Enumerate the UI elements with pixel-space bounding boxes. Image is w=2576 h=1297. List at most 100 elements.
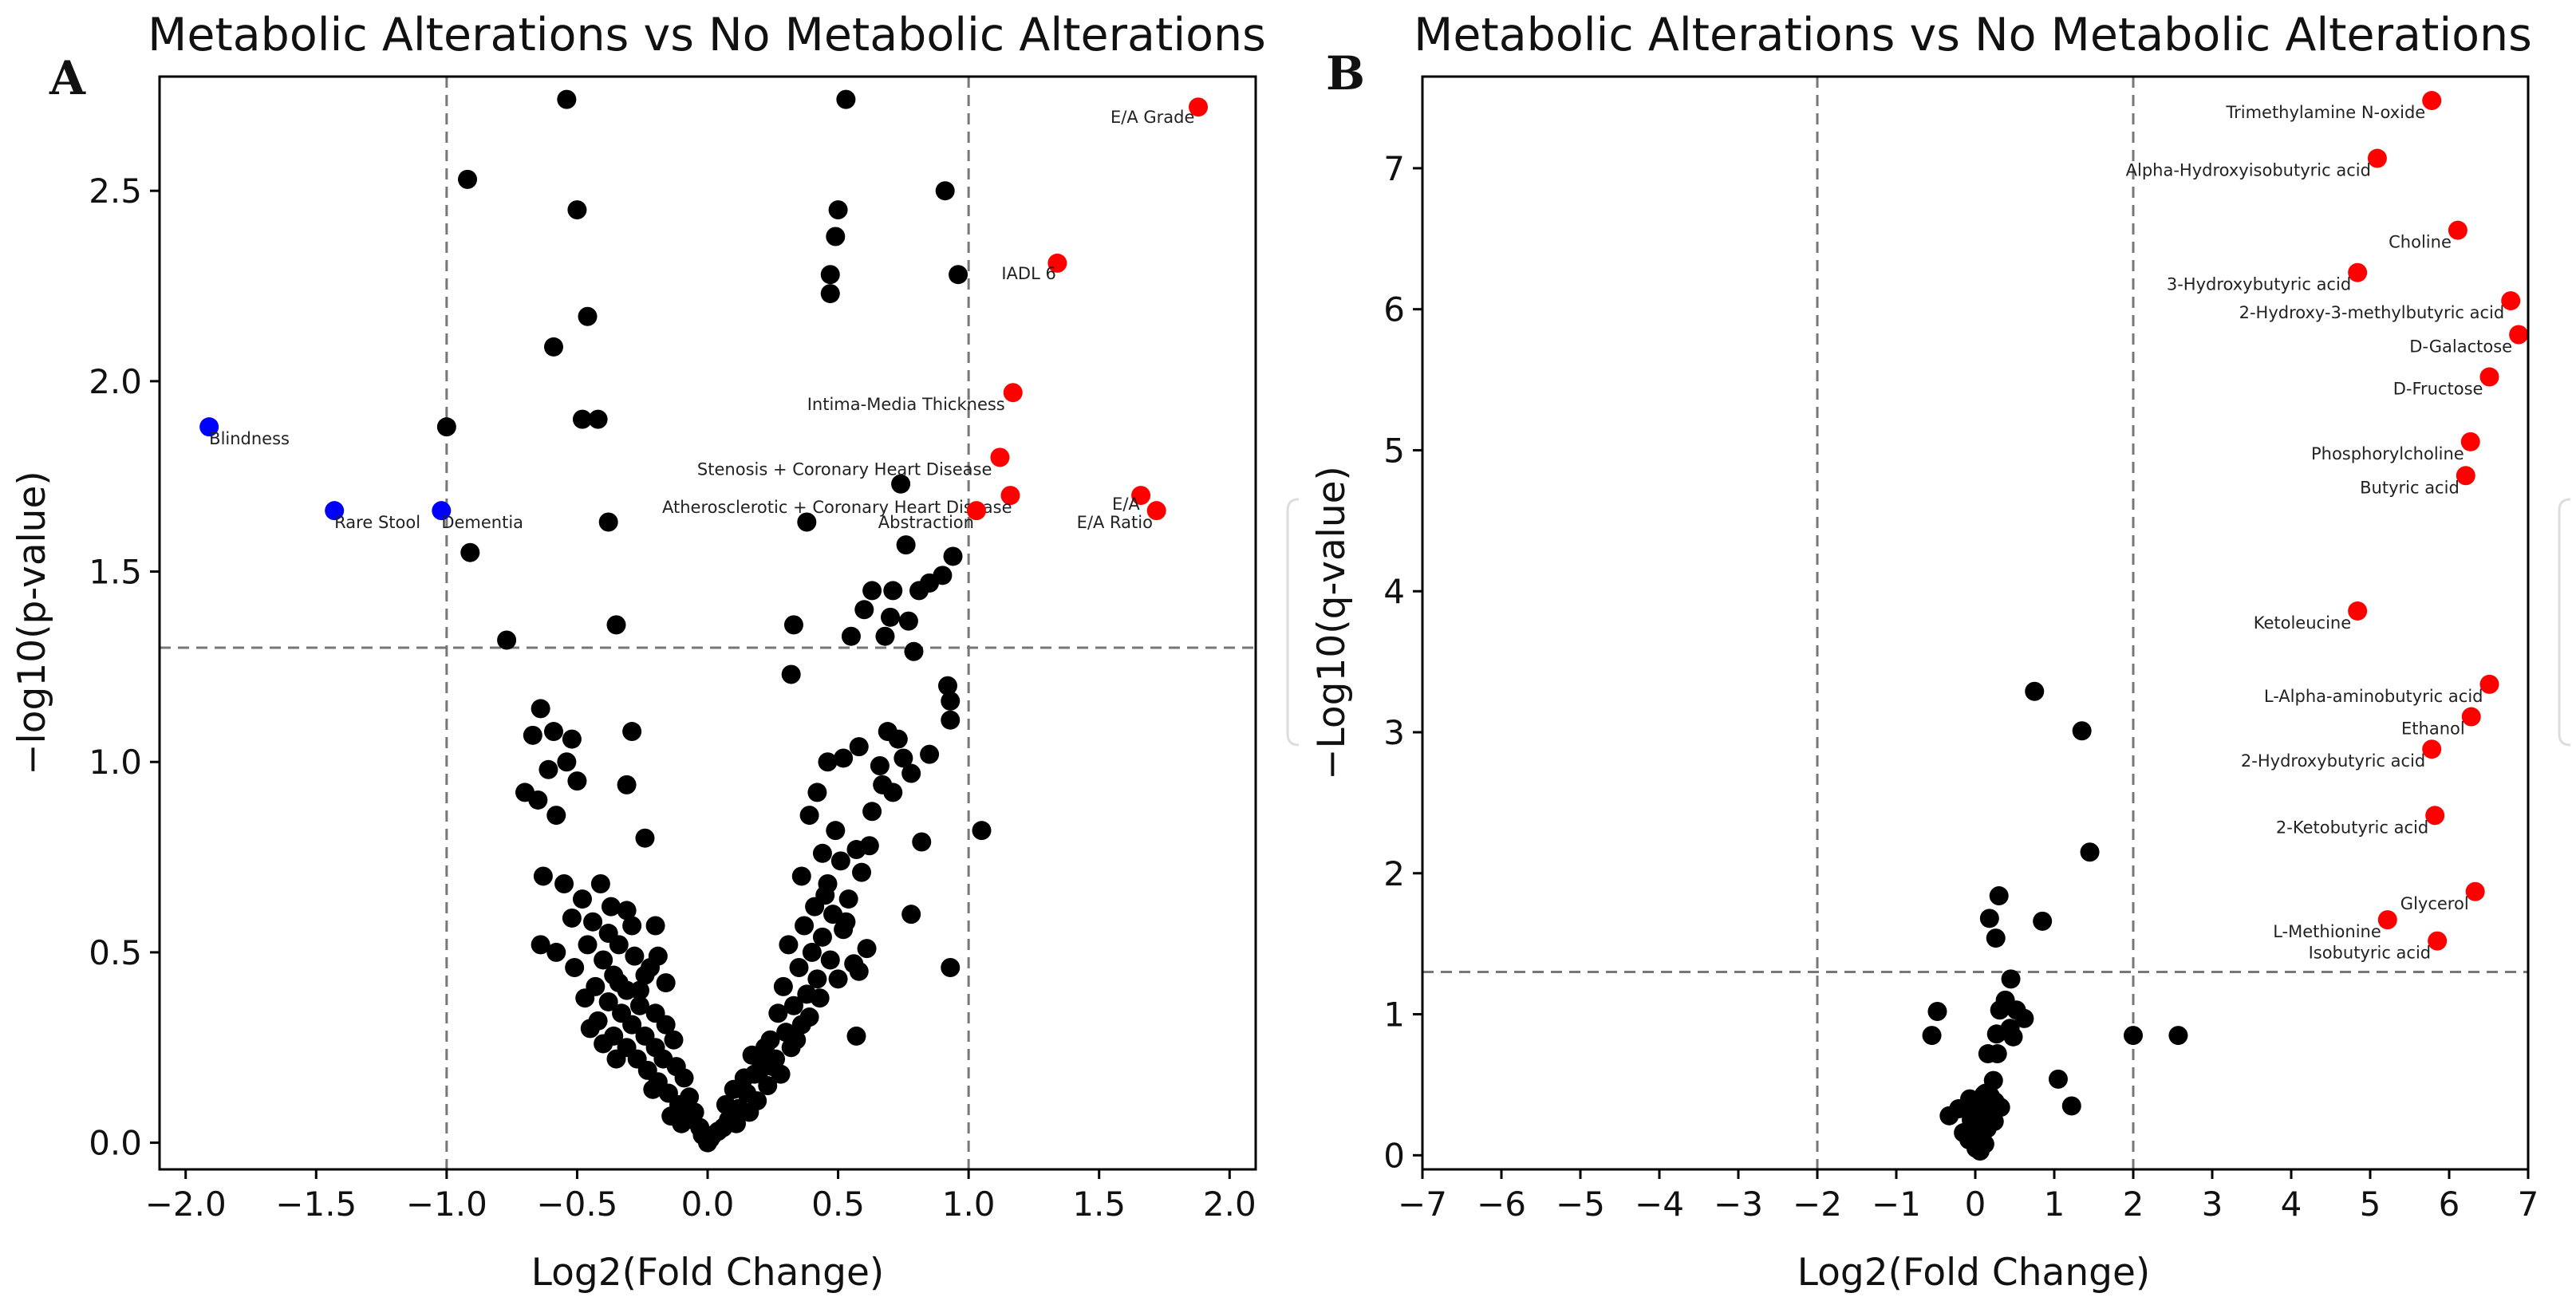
panel-a-point-not-significant xyxy=(787,1030,807,1050)
panel-a-point-not-significant xyxy=(854,600,874,620)
panel-a-point-upregulated xyxy=(990,447,1010,467)
panel-a-point-not-significant xyxy=(797,512,817,532)
panel-a-point-not-significant xyxy=(617,901,637,921)
panel-b-point-annotation: Phosphorylcholine xyxy=(2311,444,2464,463)
panel-a-point-not-significant xyxy=(773,976,793,996)
panel-a-point-not-significant xyxy=(629,980,649,1000)
panel-b-frame xyxy=(1421,75,2530,1171)
panel-a-point-not-significant xyxy=(888,729,908,749)
panel-a-point-annotation: Blindness xyxy=(209,429,290,448)
panel-a-point-not-significant xyxy=(594,1034,613,1054)
panel-a-point-not-significant xyxy=(812,843,832,863)
panel-a-x-tick-label: −1.0 xyxy=(406,1185,487,1224)
panel-a-point-not-significant xyxy=(617,775,637,794)
panel-a-point-not-significant xyxy=(594,950,613,970)
panel-a-point-annotation: Rare Stool xyxy=(334,513,420,532)
panel-a-point-not-significant xyxy=(531,699,550,719)
panel-b-point-upregulated xyxy=(2367,148,2387,168)
panel-a-point-annotation: E/A xyxy=(1112,495,1140,514)
panel-a-y-tick-label: 0.5 xyxy=(89,933,142,972)
panel-a-point-not-significant xyxy=(881,607,900,627)
panel-b-point-upregulated xyxy=(2461,707,2481,727)
panel-a-point-not-significant xyxy=(783,995,803,1015)
panel-a-y-axis-label: −log10(p-value) xyxy=(10,471,54,775)
panel-b-y-tick-label: 7 xyxy=(1383,149,1405,188)
panel-a-x-tick-label: 2.0 xyxy=(1203,1185,1256,1224)
panel-a-point-not-significant xyxy=(543,722,563,742)
panel-b-point-not-significant xyxy=(2124,1026,2143,1046)
panel-a-point-not-significant xyxy=(572,409,592,429)
panel-b-point-upregulated xyxy=(2428,931,2448,951)
panel-a-point-not-significant xyxy=(609,935,629,955)
panel-a-point-not-significant xyxy=(862,581,882,601)
panel-a-point-not-significant xyxy=(828,200,848,220)
panel-b-point-upregulated xyxy=(2456,466,2475,486)
panel-b-x-tick-label: 6 xyxy=(2439,1185,2460,1224)
panel-a-point-not-significant xyxy=(567,200,587,220)
panel-a-point-not-significant xyxy=(565,958,585,978)
panel-a-point-not-significant xyxy=(836,912,856,932)
panel-b-point-annotation: Alpha-Hydroxyisobutyric acid xyxy=(2126,161,2371,180)
panel-a-point-not-significant xyxy=(622,722,642,742)
panel-a-point-upregulated xyxy=(1189,97,1209,117)
panel-a-point-not-significant xyxy=(941,691,961,711)
panel-a-point-not-significant xyxy=(838,889,858,909)
panel-b-point-annotation: Ethanol xyxy=(2401,719,2465,739)
panel-b-point-upregulated xyxy=(2479,367,2499,387)
panel-b-point-not-significant xyxy=(1922,1026,1942,1046)
panel-a-y-tick-label: 2.5 xyxy=(89,171,142,211)
panel-a-point-not-significant xyxy=(812,927,832,947)
panel-b-point-upregulated xyxy=(2479,674,2499,694)
panel-a-point-not-significant xyxy=(937,676,957,696)
panel-b-x-tick-label: 5 xyxy=(2360,1185,2381,1224)
panel-a-point-not-significant xyxy=(912,832,932,852)
panel-b-y-axis-label: −Log10(q-value) xyxy=(1310,466,1354,780)
panel-b-point-annotation: 2-Hydroxy-3-methylbutyric acid xyxy=(2239,303,2505,322)
panel-a-point-annotation: Atherosclerotic + Coronary Heart Disease xyxy=(662,498,1012,517)
panel-a-point-not-significant xyxy=(588,409,608,429)
panel-a-point-not-significant xyxy=(820,265,840,285)
panel-b-title: Metabolic Alterations vs No Metabolic Al… xyxy=(1414,9,2532,61)
panel-a-point-not-significant xyxy=(841,626,861,646)
panel-a-point-not-significant xyxy=(606,1049,626,1069)
panel-a-point-not-significant xyxy=(755,1038,775,1058)
panel-a-point-not-significant xyxy=(590,873,610,893)
panel-a-x-tick-label: 1.5 xyxy=(1072,1185,1126,1224)
panel-a-point-not-significant xyxy=(583,912,603,932)
panel-a-point-not-significant xyxy=(538,759,558,779)
panel-a-point-not-significant xyxy=(641,958,661,978)
panel-a-point-downregulated xyxy=(325,501,345,521)
panel-b-x-tick-label: −5 xyxy=(1556,1185,1605,1224)
panel-a-point-not-significant xyxy=(460,542,480,562)
panel-b-point-not-significant xyxy=(2033,911,2053,931)
panel-a-point-not-significant xyxy=(674,1068,694,1088)
panel-b-point-annotation: Trimethylamine N-oxide xyxy=(2225,103,2425,122)
panel-a-point-not-significant xyxy=(846,1026,866,1046)
panel-b-x-tick-label: −3 xyxy=(1714,1185,1763,1224)
panel-a-point-not-significant xyxy=(875,626,895,646)
panel-a-point-upregulated xyxy=(1003,383,1023,403)
panel-a-point-not-significant xyxy=(873,775,893,794)
panel-b-point-annotation: Isobutyric acid xyxy=(2309,944,2432,963)
panel-b-point-upregulated xyxy=(2501,291,2521,311)
panel-b-x-tick-label: −4 xyxy=(1635,1185,1684,1224)
panel-a-point-not-significant xyxy=(546,942,566,962)
panel-a-point-not-significant xyxy=(601,897,621,917)
panel-a-point-not-significant xyxy=(554,873,574,893)
panel-a-point-not-significant xyxy=(920,744,940,764)
panel-a-letter: A xyxy=(49,51,86,105)
panel-b-point-not-significant xyxy=(2168,1026,2188,1046)
panel-a-point-not-significant xyxy=(972,821,992,841)
panel-a-y-tick-label: 0.0 xyxy=(89,1124,142,1163)
panel-b-point-not-significant xyxy=(2014,1008,2034,1028)
panel-a-point-not-significant xyxy=(859,836,879,856)
panel-a-point-upregulated xyxy=(1131,486,1151,506)
panel-a-point-annotation: IADL 6 xyxy=(1001,264,1055,283)
panel-a-point-not-significant xyxy=(578,306,598,326)
panel-a-point-not-significant xyxy=(629,995,649,1015)
panel-a-point-not-significant xyxy=(557,752,577,772)
panel-a-point-not-significant xyxy=(533,866,553,886)
panel-a-point-not-significant xyxy=(849,961,869,981)
panel-b-point-not-significant xyxy=(2025,681,2045,701)
panel-a-point-not-significant xyxy=(820,950,840,970)
